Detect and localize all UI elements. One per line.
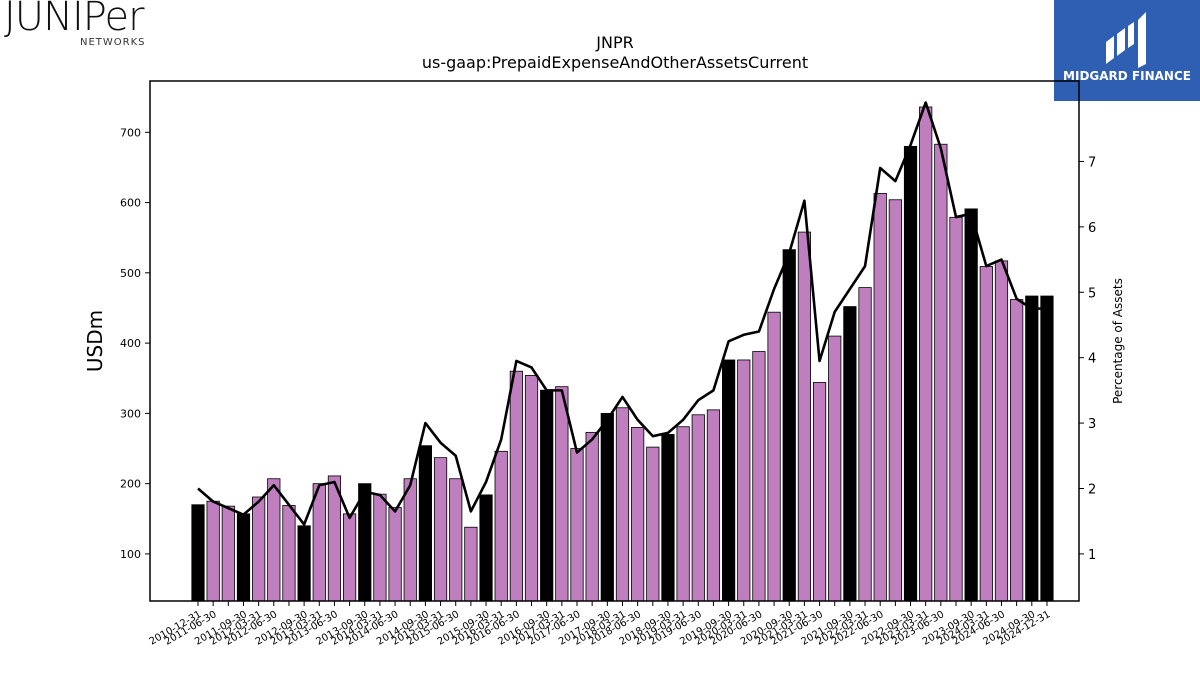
y-axis-label: USDm <box>83 310 107 372</box>
y-tick-label-500: 500 <box>120 267 141 280</box>
bar-2022-09-30 <box>903 145 918 602</box>
juniper-wordmark: JUNIPer <box>4 0 145 40</box>
juniper-logo: JUNIPer NETWORKS <box>4 0 164 52</box>
bar-2014-03-31 <box>388 507 402 602</box>
bar-series <box>191 106 1054 602</box>
y-axis-ticks: 100 200 300 400 500 600 700 <box>120 126 150 561</box>
bar-2020-12-31 <box>797 231 812 602</box>
bar-2011-09-30 <box>236 513 251 602</box>
y2-tick-label-3: 3 <box>1088 417 1096 432</box>
bar-2018-12-31 <box>676 426 690 602</box>
bar-2021-06-30 <box>828 335 842 602</box>
bar-2018-06-30 <box>646 446 660 602</box>
bar-2016-06-30 <box>524 375 539 602</box>
bar-2019-03-31 <box>691 414 705 602</box>
bar-2023-12-31 <box>979 266 993 602</box>
y2-tick-label-7: 7 <box>1088 155 1096 170</box>
bar-2017-06-30 <box>585 431 599 602</box>
bar-2017-03-31 <box>570 448 584 602</box>
bar-2023-06-30 <box>949 216 963 602</box>
bar-2012-06-30 <box>282 505 296 602</box>
x-axis-ticks: 2010-12-312011-06-302011-09-302012-03-31… <box>148 601 1052 648</box>
bar-2022-12-31 <box>919 106 933 602</box>
pct-assets-line <box>197 101 1047 526</box>
y2-tick-label-5: 5 <box>1088 286 1096 301</box>
bar-2022-03-31 <box>873 193 887 602</box>
line-series <box>197 101 1047 526</box>
bar-2016-09-30 <box>540 389 554 602</box>
bar-2023-03-31 <box>934 143 948 602</box>
y-tick-label-400: 400 <box>120 337 141 350</box>
bar-2020-06-30 <box>767 311 781 602</box>
midgard-text: MIDGARD FINANCE <box>1063 69 1191 83</box>
y-tick-label-700: 700 <box>120 126 141 139</box>
chart-title: JNPR <box>595 33 633 52</box>
y2-tick-label-2: 2 <box>1088 482 1096 497</box>
bar-2017-12-31 <box>615 407 630 602</box>
y-tick-label-100: 100 <box>120 548 141 561</box>
bar-2020-09-30 <box>782 249 796 602</box>
y-tick-label-200: 200 <box>120 478 141 491</box>
bar-2014-06-30 <box>403 478 417 602</box>
bar-2019-09-30 <box>722 359 736 602</box>
bar-2012-12-31 <box>312 483 326 602</box>
bar-2020-03-31 <box>752 351 766 602</box>
bar-2011-03-31 <box>206 500 220 602</box>
bar-2014-12-31 <box>433 457 448 602</box>
y2-axis-ticks: 1 2 3 4 5 6 7 <box>1079 155 1096 563</box>
y2-tick-label-4: 4 <box>1088 352 1096 367</box>
bar-2015-03-31 <box>449 478 463 602</box>
y-tick-label-600: 600 <box>120 197 141 210</box>
bar-2021-12-31 <box>858 287 872 602</box>
bar-2021-09-30 <box>843 306 857 602</box>
bar-2011-12-31 <box>252 496 266 602</box>
bar-2014-09-30 <box>418 445 433 602</box>
plot-frame <box>149 80 1080 602</box>
bar-2018-03-31 <box>631 427 645 602</box>
y2-axis-label: Percentage of Assets <box>1111 278 1125 404</box>
bar-2019-12-31 <box>737 359 751 602</box>
bar-2012-03-31 <box>267 478 281 602</box>
bar-2016-03-31 <box>509 370 523 602</box>
y-tick-label-300: 300 <box>120 407 141 420</box>
bar-2024-03-31 <box>994 260 1009 602</box>
bar-2022-06-30 <box>888 199 902 602</box>
bar-2015-12-31 <box>494 450 508 602</box>
bar-2015-06-30 <box>464 526 478 602</box>
midgard-emblem-icon <box>1106 12 1146 68</box>
bar-2010-12-31 <box>191 504 205 602</box>
bar-2011-06-30 <box>221 505 235 602</box>
bar-2018-09-30 <box>661 434 675 602</box>
bar-2024-12-31 <box>1040 295 1054 602</box>
bar-2019-06-30 <box>706 409 721 602</box>
bar-2024-06-30 <box>1010 299 1024 602</box>
bar-2024-09-30 <box>1025 295 1039 602</box>
bar-2013-12-31 <box>373 493 387 602</box>
y2-tick-label-6: 6 <box>1088 221 1096 236</box>
bar-2016-12-31 <box>555 386 569 602</box>
y2-tick-label-1: 1 <box>1088 548 1096 563</box>
bar-2021-03-31 <box>812 382 827 602</box>
bar-2017-09-30 <box>600 412 614 602</box>
bar-2012-09-30 <box>297 525 311 602</box>
bar-2015-09-30 <box>479 494 493 602</box>
bar-2023-09-30 <box>964 208 978 602</box>
juniper-subtext: NETWORKS <box>80 37 146 48</box>
chart-subtitle: us-gaap:PrepaidExpenseAndOtherAssetsCurr… <box>422 53 808 72</box>
bar-2013-06-30 <box>342 513 357 602</box>
